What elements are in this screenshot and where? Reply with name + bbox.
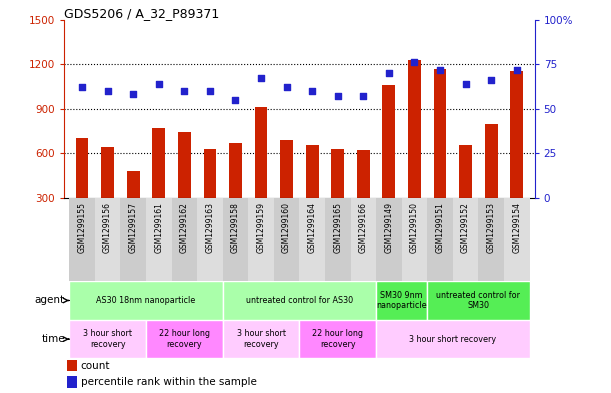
Text: GSM1299151: GSM1299151	[436, 202, 445, 253]
Point	[307, 88, 317, 94]
Bar	[222, 281, 376, 320]
Text: GSM1299164: GSM1299164	[308, 202, 316, 253]
Text: GSM1299159: GSM1299159	[257, 202, 266, 253]
Text: GSM1299157: GSM1299157	[129, 202, 137, 253]
Bar	[69, 281, 222, 320]
Text: GSM1299162: GSM1299162	[180, 202, 189, 253]
Bar	[95, 198, 120, 281]
Bar	[69, 320, 146, 358]
Text: untreated control for
SM30: untreated control for SM30	[436, 291, 521, 310]
Bar	[376, 320, 530, 358]
Text: untreated control for AS30: untreated control for AS30	[246, 296, 353, 305]
Point	[77, 84, 87, 90]
Text: 22 hour long
recovery: 22 hour long recovery	[159, 329, 210, 349]
Bar	[299, 198, 325, 281]
Bar	[478, 198, 504, 281]
Bar	[178, 132, 191, 198]
Bar	[376, 281, 427, 320]
Bar	[274, 198, 299, 281]
Point	[230, 97, 240, 103]
Text: count: count	[81, 361, 110, 371]
Bar	[67, 360, 77, 371]
Bar	[427, 198, 453, 281]
Text: 3 hour short
recovery: 3 hour short recovery	[83, 329, 132, 349]
Bar	[325, 198, 351, 281]
Text: GSM1299165: GSM1299165	[333, 202, 342, 253]
Bar	[459, 145, 472, 198]
Text: GSM1299150: GSM1299150	[410, 202, 419, 253]
Bar	[152, 128, 165, 198]
Text: GSM1299158: GSM1299158	[231, 202, 240, 253]
Text: GSM1299166: GSM1299166	[359, 202, 368, 253]
Bar	[299, 320, 376, 358]
Bar	[453, 198, 478, 281]
Text: GSM1299156: GSM1299156	[103, 202, 112, 253]
Text: GSM1299149: GSM1299149	[384, 202, 393, 253]
Point	[103, 88, 112, 94]
Bar	[382, 85, 395, 198]
Text: GSM1299152: GSM1299152	[461, 202, 470, 253]
Bar	[69, 198, 95, 281]
Point	[409, 59, 419, 66]
Bar	[427, 281, 530, 320]
Bar	[146, 320, 222, 358]
Bar	[510, 71, 523, 198]
Bar	[306, 145, 318, 198]
Point	[128, 91, 138, 97]
Bar	[331, 149, 344, 198]
Text: SM30 9nm
nanoparticle: SM30 9nm nanoparticle	[376, 291, 427, 310]
Point	[512, 66, 522, 73]
Point	[205, 88, 215, 94]
Bar	[222, 198, 248, 281]
Point	[180, 88, 189, 94]
Bar	[255, 107, 268, 198]
Bar	[248, 198, 274, 281]
Point	[435, 66, 445, 73]
Bar	[229, 143, 242, 198]
Text: 3 hour short
recovery: 3 hour short recovery	[236, 329, 285, 349]
Point	[384, 70, 393, 76]
Text: percentile rank within the sample: percentile rank within the sample	[81, 377, 257, 387]
Point	[282, 84, 291, 90]
Bar	[203, 149, 216, 198]
Bar	[504, 198, 530, 281]
Text: GSM1299153: GSM1299153	[486, 202, 496, 253]
Text: 22 hour long
recovery: 22 hour long recovery	[312, 329, 364, 349]
Point	[359, 93, 368, 99]
Bar	[120, 198, 146, 281]
Text: agent: agent	[35, 296, 65, 305]
Bar	[434, 69, 447, 198]
Point	[333, 93, 343, 99]
Point	[154, 81, 164, 87]
Bar	[351, 198, 376, 281]
Text: GSM1299160: GSM1299160	[282, 202, 291, 253]
Bar	[76, 138, 89, 198]
Bar	[485, 123, 497, 198]
Bar	[197, 198, 222, 281]
Bar	[146, 198, 172, 281]
Text: 3 hour short recovery: 3 hour short recovery	[409, 335, 496, 343]
Text: GDS5206 / A_32_P89371: GDS5206 / A_32_P89371	[64, 7, 219, 20]
Point	[486, 77, 496, 83]
Bar	[357, 150, 370, 198]
Bar	[280, 140, 293, 198]
Text: time: time	[42, 334, 65, 344]
Bar	[172, 198, 197, 281]
Point	[256, 75, 266, 82]
Point	[461, 81, 470, 87]
Bar	[376, 198, 401, 281]
Bar	[401, 198, 427, 281]
Bar	[222, 320, 299, 358]
Text: GSM1299161: GSM1299161	[154, 202, 163, 253]
Bar	[127, 171, 139, 198]
Bar	[101, 147, 114, 198]
Text: GSM1299154: GSM1299154	[512, 202, 521, 253]
Bar	[408, 60, 421, 198]
Text: AS30 18nm nanoparticle: AS30 18nm nanoparticle	[97, 296, 196, 305]
Text: GSM1299163: GSM1299163	[205, 202, 214, 253]
Text: GSM1299155: GSM1299155	[78, 202, 87, 253]
Bar	[67, 376, 77, 388]
